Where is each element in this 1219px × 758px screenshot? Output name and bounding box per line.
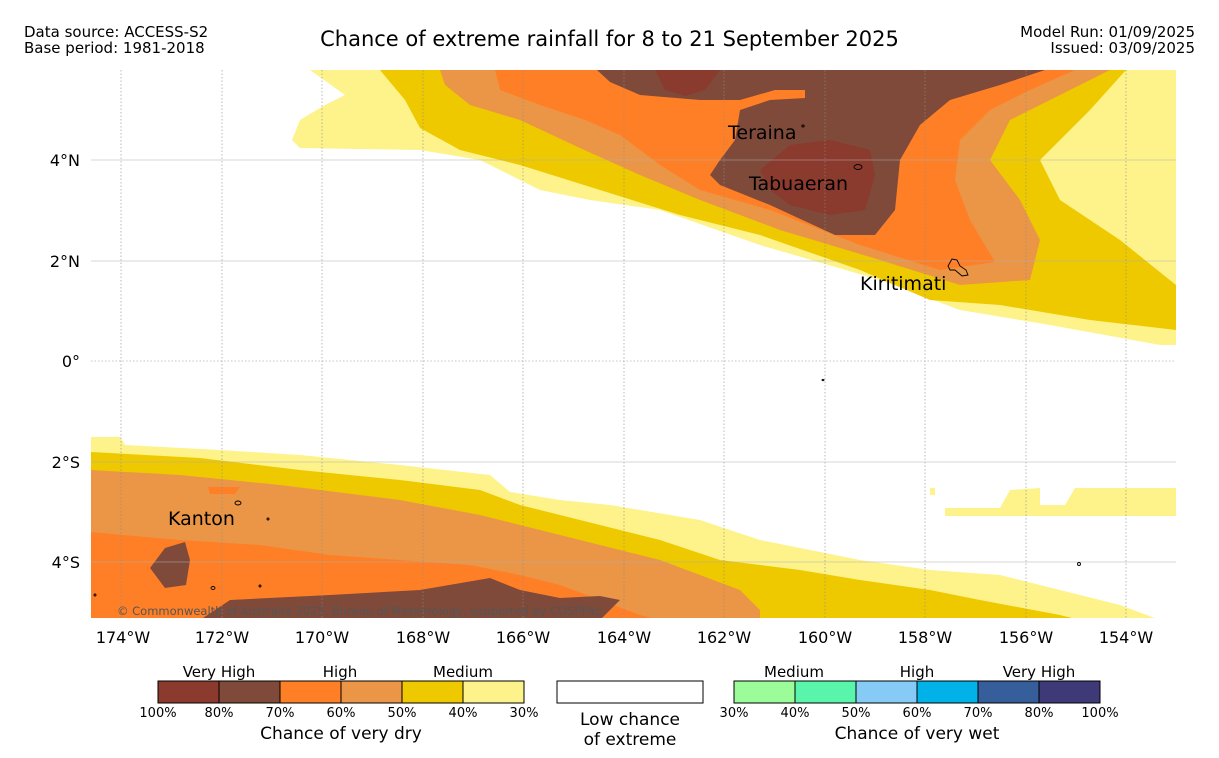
islet-c: [258, 584, 262, 588]
dry-colorbar: [157, 680, 525, 704]
dry-tick: 80%: [204, 706, 234, 721]
low-chance-line1: Low chance: [580, 710, 680, 730]
low-chance-swatch: [556, 680, 704, 704]
south-band-70-80-b: [203, 578, 620, 618]
wet-swatch-60-70: [916, 680, 979, 704]
wet-tick: 50%: [841, 706, 871, 721]
lon-label: 174°W: [96, 628, 151, 647]
islet-b: [210, 586, 216, 590]
wet-tick: 30%: [719, 706, 749, 721]
lat-label: 2°S: [52, 453, 80, 472]
lon-label: 154°W: [1099, 628, 1154, 647]
grid-lines: [91, 70, 1176, 618]
low-chance-line2: of extreme: [583, 730, 677, 750]
lon-label: 164°W: [597, 628, 652, 647]
north-band-80-100-top: [655, 70, 720, 96]
north-band-80-100: [760, 140, 875, 215]
place-kiritimati: Kiritimati: [860, 273, 946, 295]
copyright-notice: © Commonwealth of Australia 2025, Bureau…: [117, 604, 601, 618]
dry-category-medium: Medium: [433, 663, 493, 681]
kiritimati-island: [947, 258, 969, 277]
lon-label: 160°W: [798, 628, 853, 647]
kanton-island: [234, 500, 242, 506]
wet-category-very-high: Very High: [1002, 663, 1076, 681]
wet-swatch-50-60: [855, 680, 918, 704]
wet-tick: 60%: [902, 706, 932, 721]
islet-f: [93, 593, 97, 597]
lon-label: 170°W: [295, 628, 350, 647]
dry-tick: 60%: [326, 706, 356, 721]
wet-swatch-80-100: [1038, 680, 1101, 704]
dry-tick: 100%: [139, 706, 177, 721]
wet-colorbar: [733, 680, 1101, 704]
islet-d: [821, 378, 825, 382]
dry-swatch-50-40: [401, 680, 464, 704]
east-patch-30-40-a: [945, 488, 1176, 516]
wet-tick: 40%: [780, 706, 810, 721]
page-title: Chance of extreme rainfall for 8 to 21 S…: [320, 27, 899, 51]
teraina-island: [801, 124, 805, 128]
issued-label: Issued: 03/09/2025: [1050, 39, 1195, 57]
latitude-labels: 4°N 2°N 0° 2°S 4°S: [50, 151, 80, 572]
east-patch-30-40-b: [930, 488, 935, 495]
wet-category-high: High: [899, 663, 935, 681]
lat-label: 4°N: [50, 151, 80, 170]
place-teraina: Teraina: [727, 122, 797, 144]
islet-a: [266, 517, 270, 521]
lon-label: 168°W: [396, 628, 451, 647]
dry-tick: 40%: [448, 706, 478, 721]
dry-caption: Chance of very dry: [260, 724, 422, 744]
dry-swatch-60-50: [340, 680, 403, 704]
lat-label: 2°N: [50, 252, 80, 271]
wet-tick: 70%: [963, 706, 993, 721]
data-source-label: Data source: ACCESS-S2: [24, 23, 209, 41]
tabuaeran-island: [853, 164, 863, 170]
wet-category-medium: Medium: [764, 663, 824, 681]
place-kanton: Kanton: [168, 508, 235, 530]
dry-tick: 50%: [387, 706, 417, 721]
island-outlines: [93, 124, 1081, 597]
wet-swatch-30-40: [733, 680, 796, 704]
south-band-70-80-a: [150, 542, 190, 588]
lon-label: 162°W: [697, 628, 752, 647]
place-tabuaeran: Tabuaeran: [748, 173, 848, 195]
islet-e: [1077, 562, 1081, 566]
wet-caption: Chance of very wet: [834, 724, 1000, 744]
dry-swatch-70-60: [279, 680, 342, 704]
dry-swatch-40-30: [462, 680, 525, 704]
lon-label: 156°W: [999, 628, 1054, 647]
longitude-labels: 174°W 172°W 170°W 168°W 166°W 164°W 162°…: [96, 628, 1154, 647]
dry-tick: 70%: [265, 706, 295, 721]
lon-label: 172°W: [195, 628, 250, 647]
base-period-label: Base period: 1981-2018: [24, 39, 205, 57]
wet-swatch-70-80: [977, 680, 1040, 704]
dry-category-high: High: [322, 663, 358, 681]
dry-category-very-high: Very High: [182, 663, 256, 681]
dry-tick: 30%: [509, 706, 539, 721]
model-run-label: Model Run: 01/09/2025: [1020, 23, 1195, 41]
south-band-60-70-patch: [208, 487, 240, 494]
wet-tick: 80%: [1024, 706, 1054, 721]
lon-label: 166°W: [496, 628, 551, 647]
wet-swatch-40-50: [794, 680, 857, 704]
lat-label: 0°: [62, 352, 80, 371]
lon-label: 158°W: [898, 628, 953, 647]
dry-swatch-80-70: [218, 680, 281, 704]
lat-label: 4°S: [52, 553, 80, 572]
wet-tick: 100%: [1081, 706, 1119, 721]
map-plot-area: [91, 70, 1176, 618]
dry-swatch-100-80: [157, 680, 220, 704]
